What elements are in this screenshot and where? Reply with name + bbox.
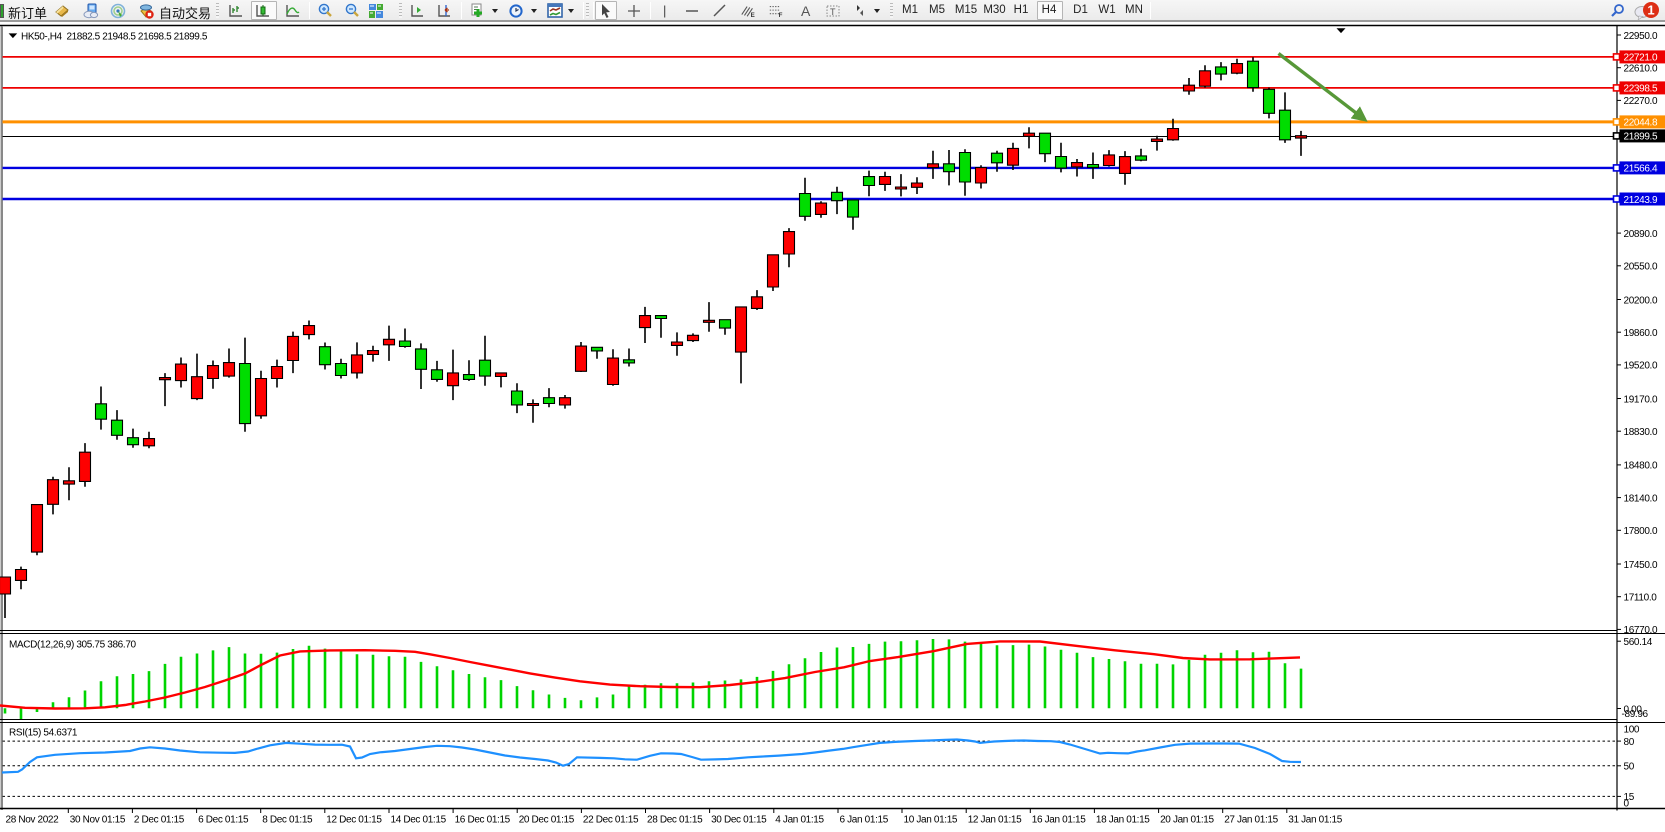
- svg-text:2 Dec 01:15: 2 Dec 01:15: [134, 815, 185, 826]
- svg-text:17800.0: 17800.0: [1624, 526, 1658, 537]
- svg-text:F: F: [779, 12, 783, 19]
- svg-text:12 Jan 01:15: 12 Jan 01:15: [968, 815, 1022, 826]
- svg-text:8 Dec 01:15: 8 Dec 01:15: [262, 815, 313, 826]
- svg-text:HK50-,H4 21882.5 21948.5 2169: HK50-,H4 21882.5 21948.5 21698.5 21899.5: [21, 32, 208, 43]
- svg-text:22398.5: 22398.5: [1624, 84, 1658, 95]
- svg-text:17110.0: 17110.0: [1624, 593, 1658, 604]
- svg-text:18830.0: 18830.0: [1624, 427, 1658, 438]
- svg-text:30 Dec 01:15: 30 Dec 01:15: [711, 815, 767, 826]
- svg-text:21566.4: 21566.4: [1624, 164, 1658, 175]
- svg-text:14 Dec 01:15: 14 Dec 01:15: [391, 815, 447, 826]
- svg-text:0: 0: [1624, 799, 1630, 810]
- svg-text:22044.8: 22044.8: [1624, 118, 1658, 129]
- svg-text:19170.0: 19170.0: [1624, 394, 1658, 405]
- svg-text:28 Nov 2022: 28 Nov 2022: [6, 815, 60, 826]
- svg-text:16 Dec 01:15: 16 Dec 01:15: [455, 815, 511, 826]
- svg-text:4 Jan 01:15: 4 Jan 01:15: [775, 815, 824, 826]
- svg-text:22 Dec 01:15: 22 Dec 01:15: [583, 815, 639, 826]
- svg-text:18 Jan 01:15: 18 Jan 01:15: [1096, 815, 1150, 826]
- svg-text:20 Dec 01:15: 20 Dec 01:15: [519, 815, 575, 826]
- svg-text:28 Dec 01:15: 28 Dec 01:15: [647, 815, 703, 826]
- svg-text:17450.0: 17450.0: [1624, 560, 1658, 571]
- svg-text:MACD(12,26,9) 305.75 386.70: MACD(12,26,9) 305.75 386.70: [9, 640, 137, 651]
- svg-text:30 Nov 01:15: 30 Nov 01:15: [70, 815, 126, 826]
- svg-text:100: 100: [1624, 725, 1640, 736]
- svg-text:18480.0: 18480.0: [1624, 461, 1658, 472]
- svg-text:T: T: [830, 7, 836, 17]
- svg-text:6 Dec 01:15: 6 Dec 01:15: [198, 815, 249, 826]
- svg-text:560.14: 560.14: [1624, 637, 1653, 648]
- svg-text:16770.0: 16770.0: [1624, 625, 1658, 636]
- svg-text:22721.0: 22721.0: [1624, 53, 1658, 64]
- svg-text:19520.0: 19520.0: [1624, 361, 1658, 372]
- svg-text:31 Jan 01:15: 31 Jan 01:15: [1288, 815, 1342, 826]
- svg-text:21899.5: 21899.5: [1624, 132, 1658, 143]
- svg-text:27 Jan 01:15: 27 Jan 01:15: [1224, 815, 1278, 826]
- svg-text:18140.0: 18140.0: [1624, 493, 1658, 504]
- svg-text:16 Jan 01:15: 16 Jan 01:15: [1032, 815, 1086, 826]
- svg-text:E: E: [751, 12, 755, 19]
- svg-text:19860.0: 19860.0: [1624, 328, 1658, 339]
- svg-text:RSI(15) 54.6371: RSI(15) 54.6371: [9, 728, 78, 739]
- svg-text:50: 50: [1624, 762, 1635, 773]
- svg-text:20 Jan 01:15: 20 Jan 01:15: [1160, 815, 1214, 826]
- svg-text:-89.96: -89.96: [1622, 709, 1649, 720]
- svg-text:6 Jan 01:15: 6 Jan 01:15: [840, 815, 889, 826]
- svg-text:20550.0: 20550.0: [1624, 262, 1658, 273]
- svg-text:0.00: 0.00: [1624, 704, 1643, 715]
- svg-text:80: 80: [1624, 737, 1635, 748]
- svg-text:12 Dec 01:15: 12 Dec 01:15: [326, 815, 382, 826]
- svg-text:22610.0: 22610.0: [1624, 64, 1658, 75]
- svg-text:20890.0: 20890.0: [1624, 229, 1658, 240]
- svg-text:21243.9: 21243.9: [1624, 195, 1658, 206]
- svg-text:1: 1: [1647, 3, 1654, 18]
- svg-text:22950.0: 22950.0: [1624, 31, 1658, 42]
- svg-text:15: 15: [1624, 792, 1635, 803]
- svg-text:22270.0: 22270.0: [1624, 96, 1658, 107]
- svg-text:20200.0: 20200.0: [1624, 295, 1658, 306]
- svg-text:10 Jan 01:15: 10 Jan 01:15: [904, 815, 958, 826]
